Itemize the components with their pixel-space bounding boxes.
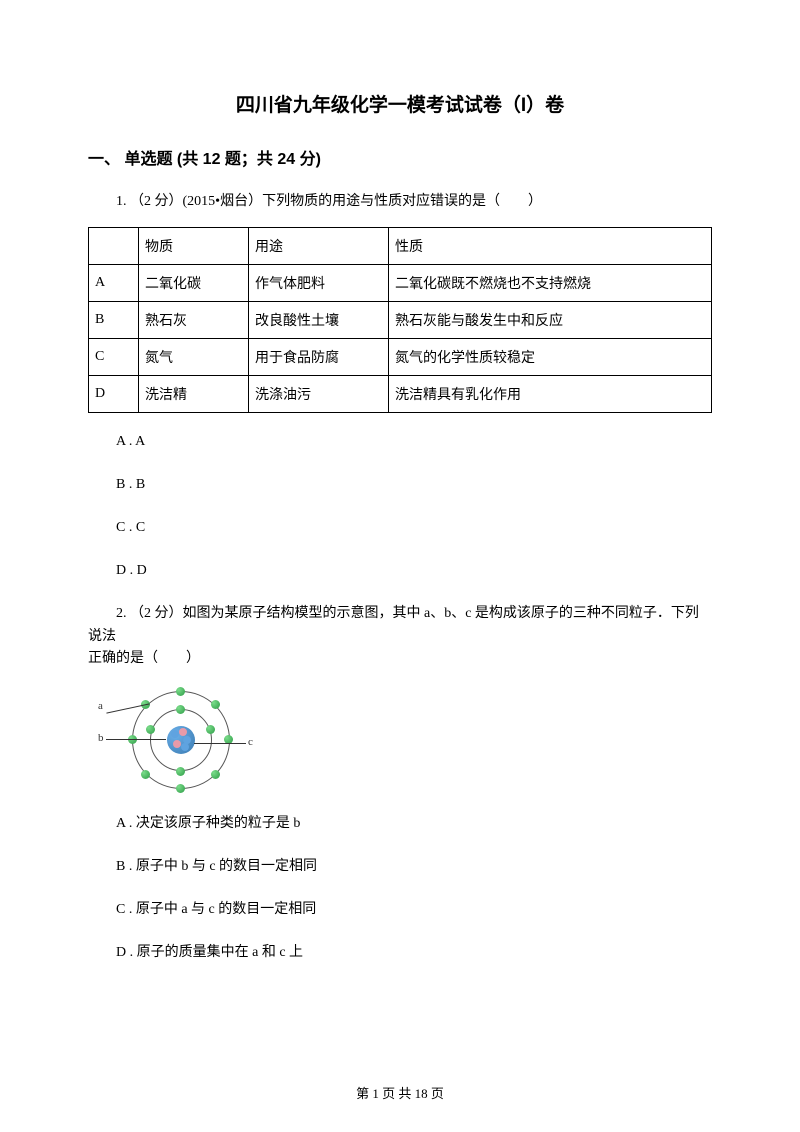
- cell: B: [89, 302, 139, 339]
- cell: [89, 228, 139, 265]
- q1-stem: 1. （2 分）(2015•烟台）下列物质的用途与性质对应错误的是（ ）: [88, 191, 712, 213]
- q2-option-a: A . 决定该原子种类的粒子是 b: [88, 813, 712, 834]
- page-title: 四川省九年级化学一模考试试卷（I）卷: [88, 90, 712, 117]
- q1-option-d: D . D: [88, 560, 712, 581]
- atom-diagram: a b c: [116, 685, 246, 795]
- section-header: 一、 单选题 (共 12 题；共 24 分): [88, 145, 712, 169]
- cell: 熟石灰: [139, 302, 249, 339]
- q2-stem-line2: 正确的是（ ）: [88, 648, 712, 670]
- cell: 熟石灰能与酸发生中和反应: [389, 302, 712, 339]
- cell: D: [89, 376, 139, 413]
- table-row: A 二氧化碳 作气体肥料 二氧化碳既不燃烧也不支持燃烧: [89, 265, 712, 302]
- electron: [146, 725, 155, 734]
- cell: A: [89, 265, 139, 302]
- cell: 作气体肥料: [249, 265, 389, 302]
- q1-table: 物质 用途 性质 A 二氧化碳 作气体肥料 二氧化碳既不燃烧也不支持燃烧 B 熟…: [88, 227, 712, 413]
- electron: [141, 770, 150, 779]
- cell: 改良酸性土壤: [249, 302, 389, 339]
- electron: [211, 770, 220, 779]
- label-c: c: [248, 736, 253, 748]
- label-line: [106, 739, 166, 740]
- label-line: [194, 743, 246, 744]
- q1-option-b: B . B: [88, 474, 712, 495]
- q2-stem-line1: 2. （2 分）如图为某原子结构模型的示意图，其中 a、b、c 是构成该原子的三…: [88, 603, 712, 648]
- cell: 用途: [249, 228, 389, 265]
- page-footer: 第 1 页 共 18 页: [0, 1083, 800, 1102]
- cell: 用于食品防腐: [249, 339, 389, 376]
- cell: C: [89, 339, 139, 376]
- cell: 二氧化碳: [139, 265, 249, 302]
- q1-option-a: A . A: [88, 431, 712, 452]
- q2-option-b: B . 原子中 b 与 c 的数目一定相同: [88, 856, 712, 877]
- electron: [176, 767, 185, 776]
- electron: [176, 784, 185, 793]
- electron: [206, 725, 215, 734]
- cell: 物质: [139, 228, 249, 265]
- table-row: D 洗洁精 洗涤油污 洗洁精具有乳化作用: [89, 376, 712, 413]
- electron: [176, 687, 185, 696]
- cell: 洗洁精: [139, 376, 249, 413]
- q2-option-d: D . 原子的质量集中在 a 和 c 上: [88, 942, 712, 963]
- electron: [176, 705, 185, 714]
- cell: 洗涤油污: [249, 376, 389, 413]
- label-b: b: [98, 732, 104, 744]
- q1-option-c: C . C: [88, 517, 712, 538]
- cell: 氮气: [139, 339, 249, 376]
- cell: 二氧化碳既不燃烧也不支持燃烧: [389, 265, 712, 302]
- cell: 洗洁精具有乳化作用: [389, 376, 712, 413]
- table-row: C 氮气 用于食品防腐 氮气的化学性质较稳定: [89, 339, 712, 376]
- cell: 性质: [389, 228, 712, 265]
- nucleus: [167, 726, 195, 754]
- label-a: a: [98, 700, 103, 712]
- table-row: B 熟石灰 改良酸性土壤 熟石灰能与酸发生中和反应: [89, 302, 712, 339]
- q2-option-c: C . 原子中 a 与 c 的数目一定相同: [88, 899, 712, 920]
- cell: 氮气的化学性质较稳定: [389, 339, 712, 376]
- electron: [211, 700, 220, 709]
- table-row: 物质 用途 性质: [89, 228, 712, 265]
